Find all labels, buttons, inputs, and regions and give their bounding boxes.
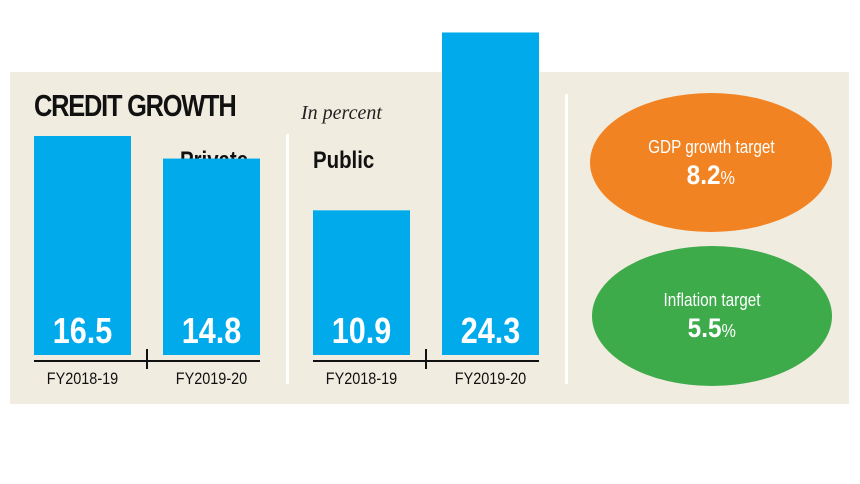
bar-public-fy2019-20 (442, 32, 539, 356)
gdp-growth-target-badge: GDP growth target 8.2% (590, 93, 832, 232)
inflation-target-label: Inflation target (663, 290, 761, 310)
inflation-target-unit: % (721, 321, 737, 341)
bar-public-fy2018-19 (313, 210, 410, 355)
chart-title: CREDIT GROWTH (34, 88, 237, 123)
inflation-target-number: 5.5 (687, 313, 722, 343)
bar-value-label: 16.5 (53, 312, 113, 352)
divider-targets (565, 94, 568, 384)
bar-private-fy2018-19 (34, 136, 131, 355)
x-tick-label: FY2019-20 (455, 370, 527, 388)
bar-value-label: 24.3 (461, 312, 521, 352)
bar-private-fy2019-20 (163, 158, 260, 355)
gdp-target-label: GDP growth target (647, 136, 775, 157)
x-tick-label: FY2019-20 (176, 370, 248, 388)
bar-value-label: 14.8 (182, 312, 242, 352)
inflation-target-value: 5.5% (688, 313, 736, 344)
inflation-target-badge: Inflation target 5.5% (592, 246, 832, 386)
group-label-public: Public (313, 147, 375, 174)
divider-groups (286, 134, 289, 384)
x-tick-label: FY2018-19 (47, 370, 119, 388)
x-tick-label: FY2018-19 (326, 370, 398, 388)
bar-value-label: 10.9 (332, 312, 392, 352)
gdp-target-number: 8.2 (686, 159, 721, 190)
chart-subtitle: In percent (301, 102, 382, 124)
gdp-target-value: 8.2% (687, 160, 735, 191)
gdp-target-unit: % (720, 167, 736, 188)
